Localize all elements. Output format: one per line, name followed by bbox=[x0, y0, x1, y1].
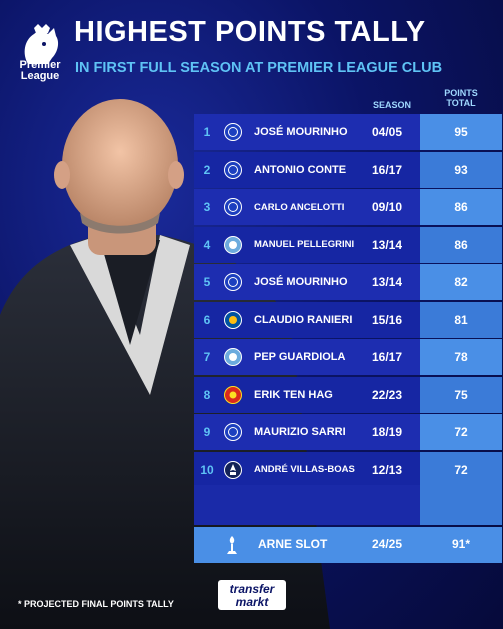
table-row: 1 JOSÉ MOURINHO 04/05 95 bbox=[194, 114, 502, 150]
chelsea-crest-icon bbox=[224, 273, 242, 291]
rank: 9 bbox=[203, 425, 211, 439]
table-row: 5 JOSÉ MOURINHO 13/14 82 bbox=[194, 264, 502, 300]
chelsea-crest-icon bbox=[224, 160, 242, 179]
season: 09/10 bbox=[372, 200, 403, 214]
column-header-season: SEASON bbox=[373, 100, 412, 110]
rank: 6 bbox=[203, 312, 211, 327]
manager-name: JOSÉ MOURINHO bbox=[254, 126, 348, 138]
rank: 1 bbox=[203, 125, 211, 139]
table-spacer bbox=[194, 485, 502, 525]
column-header-points: POINTS TOTAL bbox=[444, 88, 478, 108]
season: 04/05 bbox=[372, 125, 403, 139]
chelsea-crest-icon bbox=[224, 123, 242, 141]
manager-name: ERIK TEN HAG bbox=[254, 388, 333, 401]
leicester-crest-icon bbox=[224, 310, 242, 329]
man-united-crest-icon bbox=[224, 385, 242, 404]
points: 86 bbox=[454, 237, 468, 252]
manager-name: JOSÉ MOURINHO bbox=[254, 276, 348, 288]
manager-name: CARLO ANCELOTTI bbox=[254, 201, 345, 213]
manager-name: CLAUDIO RANIERI bbox=[254, 313, 353, 326]
manager-name: MAURIZIO SARRI bbox=[254, 426, 346, 438]
points: 93 bbox=[454, 162, 468, 177]
chelsea-crest-icon bbox=[224, 198, 242, 216]
season: 24/25 bbox=[372, 537, 403, 551]
page-subtitle: IN FIRST FULL SEASON AT PREMIER LEAGUE C… bbox=[75, 60, 443, 76]
manager-name: MANUEL PELLEGRINI bbox=[254, 239, 355, 250]
table-row: 8 ERIK TEN HAG 22/23 75 bbox=[194, 376, 502, 413]
liverpool-crest-icon bbox=[227, 536, 237, 554]
season: 13/14 bbox=[372, 275, 403, 289]
premier-league-wordmark: Premier League bbox=[19, 59, 61, 82]
points: 72 bbox=[454, 425, 468, 439]
tottenham-crest-icon bbox=[224, 460, 242, 479]
man-city-crest-icon bbox=[224, 348, 242, 366]
premier-league-lion-icon bbox=[24, 24, 59, 64]
rank: 2 bbox=[203, 162, 211, 177]
points: 91* bbox=[451, 537, 471, 551]
rank: 3 bbox=[203, 200, 211, 214]
table-row: 4 MANUEL PELLEGRINI 13/14 86 bbox=[194, 226, 502, 263]
highlight-row: ARNE SLOT 24/25 91* bbox=[194, 527, 502, 563]
chelsea-crest-icon bbox=[224, 423, 242, 441]
season: 18/19 bbox=[372, 425, 403, 439]
points: 75 bbox=[454, 387, 468, 402]
footnote: * PROJECTED FINAL POINTS TALLY bbox=[18, 599, 174, 609]
season: 22/23 bbox=[372, 387, 403, 402]
rank: 10 bbox=[200, 462, 214, 477]
table-row: 9 MAURIZIO SARRI 18/19 72 bbox=[194, 414, 502, 450]
table-row: 2 ANTONIO CONTE 16/17 93 bbox=[194, 151, 502, 188]
points: 81 bbox=[454, 312, 468, 327]
table-row: 10 ANDRÉ VILLAS-BOAS 12/13 72 bbox=[194, 451, 502, 488]
points: 78 bbox=[454, 350, 468, 364]
manager-name: ANDRÉ VILLAS-BOAS bbox=[254, 464, 355, 475]
rank: 4 bbox=[203, 237, 211, 252]
manager-name: ARNE SLOT bbox=[258, 537, 328, 551]
page-title: HIGHEST POINTS TALLY bbox=[74, 16, 426, 48]
rank: 8 bbox=[203, 387, 211, 402]
season: 15/16 bbox=[372, 312, 403, 327]
man-city-crest-icon bbox=[224, 235, 242, 254]
manager-name: ANTONIO CONTE bbox=[254, 163, 347, 176]
season: 16/17 bbox=[372, 350, 403, 364]
points-table: 1 JOSÉ MOURINHO 04/05 95 2 ANTONIO CONTE… bbox=[194, 114, 502, 489]
season: 13/14 bbox=[372, 237, 403, 252]
points: 86 bbox=[454, 200, 468, 214]
season: 12/13 bbox=[372, 462, 403, 477]
manager-name: PEP GUARDIOLA bbox=[254, 351, 346, 363]
rank: 5 bbox=[203, 275, 211, 289]
table-row: 6 CLAUDIO RANIERI 15/16 81 bbox=[194, 301, 502, 338]
rank: 7 bbox=[203, 350, 211, 364]
points: 82 bbox=[454, 275, 468, 289]
season: 16/17 bbox=[372, 162, 403, 177]
transfermarkt-logo: transfer markt bbox=[218, 580, 286, 610]
points: 72 bbox=[454, 462, 468, 477]
table-row: 7 PEP GUARDIOLA 16/17 78 bbox=[194, 339, 502, 375]
points: 95 bbox=[454, 125, 468, 139]
table-row: 3 CARLO ANCELOTTI 09/10 86 bbox=[194, 189, 502, 225]
